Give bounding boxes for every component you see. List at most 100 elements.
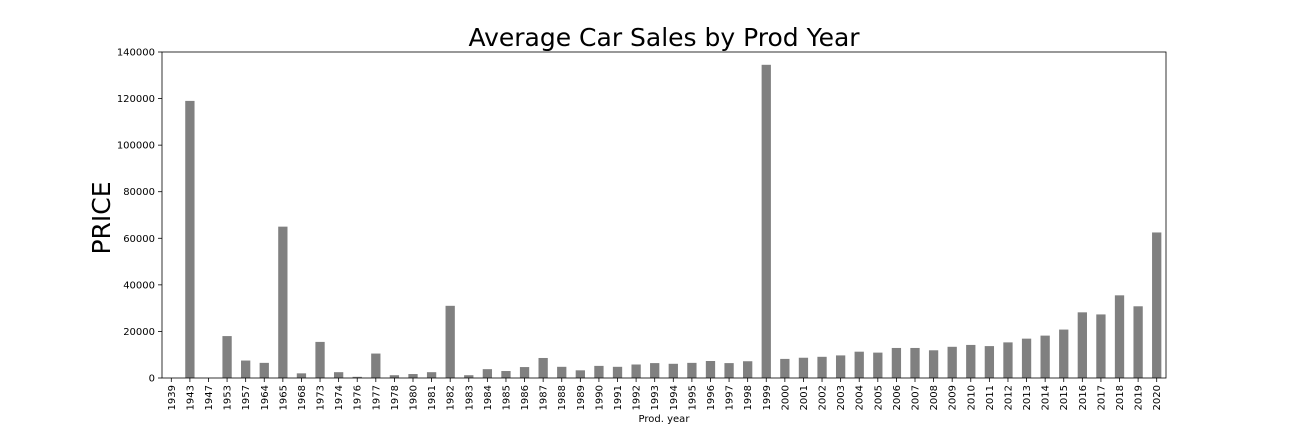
x-tick-label: 2008 xyxy=(929,385,940,410)
bar-2020 xyxy=(1152,232,1162,378)
x-tick-label: 2013 xyxy=(1022,385,1033,410)
y-tick-label: 140000 xyxy=(117,48,155,59)
x-tick-label: 2011 xyxy=(985,385,996,410)
bar-1953 xyxy=(222,336,232,378)
bar-1993 xyxy=(650,363,660,378)
x-tick-label: 2005 xyxy=(873,385,884,410)
x-tick-label: 2014 xyxy=(1041,385,1052,410)
x-tick-label: 1978 xyxy=(390,385,401,410)
bar-2004 xyxy=(854,351,864,378)
x-tick-label: 1987 xyxy=(539,385,550,410)
x-tick-label: 1968 xyxy=(297,385,308,410)
bar-2006 xyxy=(891,347,902,378)
bar-1991 xyxy=(612,366,623,378)
x-tick-label: 1973 xyxy=(316,385,327,410)
x-tick-label: 1989 xyxy=(576,385,587,410)
bar-1998 xyxy=(743,361,753,378)
bar-1968 xyxy=(296,373,307,378)
x-tick-label: 2000 xyxy=(780,385,791,410)
x-axis-label: Prod. year xyxy=(639,414,691,425)
bar-2009 xyxy=(947,346,957,378)
bar-1999 xyxy=(761,64,771,379)
x-tick-label: 2019 xyxy=(1134,385,1145,410)
x-tick-label: 2018 xyxy=(1115,385,1126,410)
bar-2012 xyxy=(1003,342,1013,378)
bar-2005 xyxy=(873,352,883,378)
x-tick-label: 1977 xyxy=(371,385,382,410)
chart-title: Average Car Sales by Prod Year xyxy=(468,23,860,52)
bar-1990 xyxy=(594,365,604,378)
bar-1973 xyxy=(315,341,325,378)
x-tick-label: 1980 xyxy=(409,385,420,410)
x-tick-label: 2001 xyxy=(799,385,810,410)
x-tick-label: 1990 xyxy=(594,385,605,410)
x-tick-label: 1998 xyxy=(743,385,754,410)
bar-2018 xyxy=(1114,295,1125,378)
bar-2008 xyxy=(928,350,939,378)
x-tick-label: 1986 xyxy=(520,385,531,410)
bar-1985 xyxy=(501,371,511,378)
x-tick-label: 1993 xyxy=(650,385,661,410)
bar-2001 xyxy=(798,357,809,378)
x-tick-label: 1994 xyxy=(669,385,680,410)
x-tick-label: 1988 xyxy=(557,385,568,410)
bar-1987 xyxy=(538,357,548,378)
x-tick-label: 2004 xyxy=(855,385,866,410)
bar-1984 xyxy=(482,369,493,378)
x-tick-label: 1953 xyxy=(223,385,234,410)
bar-2017 xyxy=(1096,314,1106,378)
x-tick-label: 2016 xyxy=(1078,385,1089,410)
x-tick-label: 1996 xyxy=(706,385,717,410)
bar-1994 xyxy=(668,363,678,378)
bar-2015 xyxy=(1059,329,1069,378)
bar-1986 xyxy=(519,367,530,378)
bar-1957 xyxy=(241,360,251,378)
bar-1976 xyxy=(352,376,362,378)
bar-2013 xyxy=(1021,338,1032,378)
bar-2007 xyxy=(910,347,920,378)
y-tick-label: 80000 xyxy=(123,187,155,198)
y-tick-label: 60000 xyxy=(123,234,155,245)
bar-1980 xyxy=(408,374,418,378)
plot-frame xyxy=(161,51,1167,379)
bar-1964 xyxy=(259,362,269,378)
x-tick-label: 1965 xyxy=(278,385,289,410)
x-tick-label: 2007 xyxy=(911,385,922,410)
x-tick-label: 2009 xyxy=(948,385,959,410)
bar-2003 xyxy=(835,355,846,378)
y-tick-label: 0 xyxy=(149,374,155,385)
bar-1992 xyxy=(631,364,641,378)
x-tick-label: 2015 xyxy=(1059,385,1070,410)
y-tick-label: 100000 xyxy=(117,141,155,152)
bar-1982 xyxy=(445,305,455,378)
y-tick-label: 40000 xyxy=(123,280,155,291)
y-axis-label: PRICE xyxy=(87,181,116,254)
bar-1943 xyxy=(185,100,195,379)
bar-2002 xyxy=(817,356,827,378)
bar-1974 xyxy=(333,372,344,378)
bar-2000 xyxy=(780,358,790,378)
bar-2014 xyxy=(1040,335,1050,378)
x-tick-label: 2017 xyxy=(1096,385,1107,410)
x-tick-label: 1976 xyxy=(353,385,364,410)
bar-1989 xyxy=(575,370,585,378)
bar-1981 xyxy=(426,372,437,378)
x-tick-label: 2006 xyxy=(892,385,903,410)
x-tick-label: 1964 xyxy=(260,385,271,410)
x-tick-label: 1981 xyxy=(427,385,438,410)
y-tick-label: 20000 xyxy=(123,327,155,338)
bar-1965 xyxy=(278,226,288,378)
x-tick-label: 1985 xyxy=(501,385,512,410)
x-tick-label: 2002 xyxy=(818,385,829,410)
bar-1988 xyxy=(557,366,567,378)
bar-2016 xyxy=(1077,312,1087,378)
bar-2010 xyxy=(966,344,976,378)
x-tick-label: 1982 xyxy=(446,385,457,410)
y-tick-label: 120000 xyxy=(117,94,155,105)
x-tick-label: 1991 xyxy=(613,385,624,410)
x-tick-label: 1947 xyxy=(204,385,215,410)
x-tick-label: 1974 xyxy=(334,385,345,410)
x-tick-label: 2012 xyxy=(1003,385,1014,410)
bar-1977 xyxy=(371,353,381,378)
